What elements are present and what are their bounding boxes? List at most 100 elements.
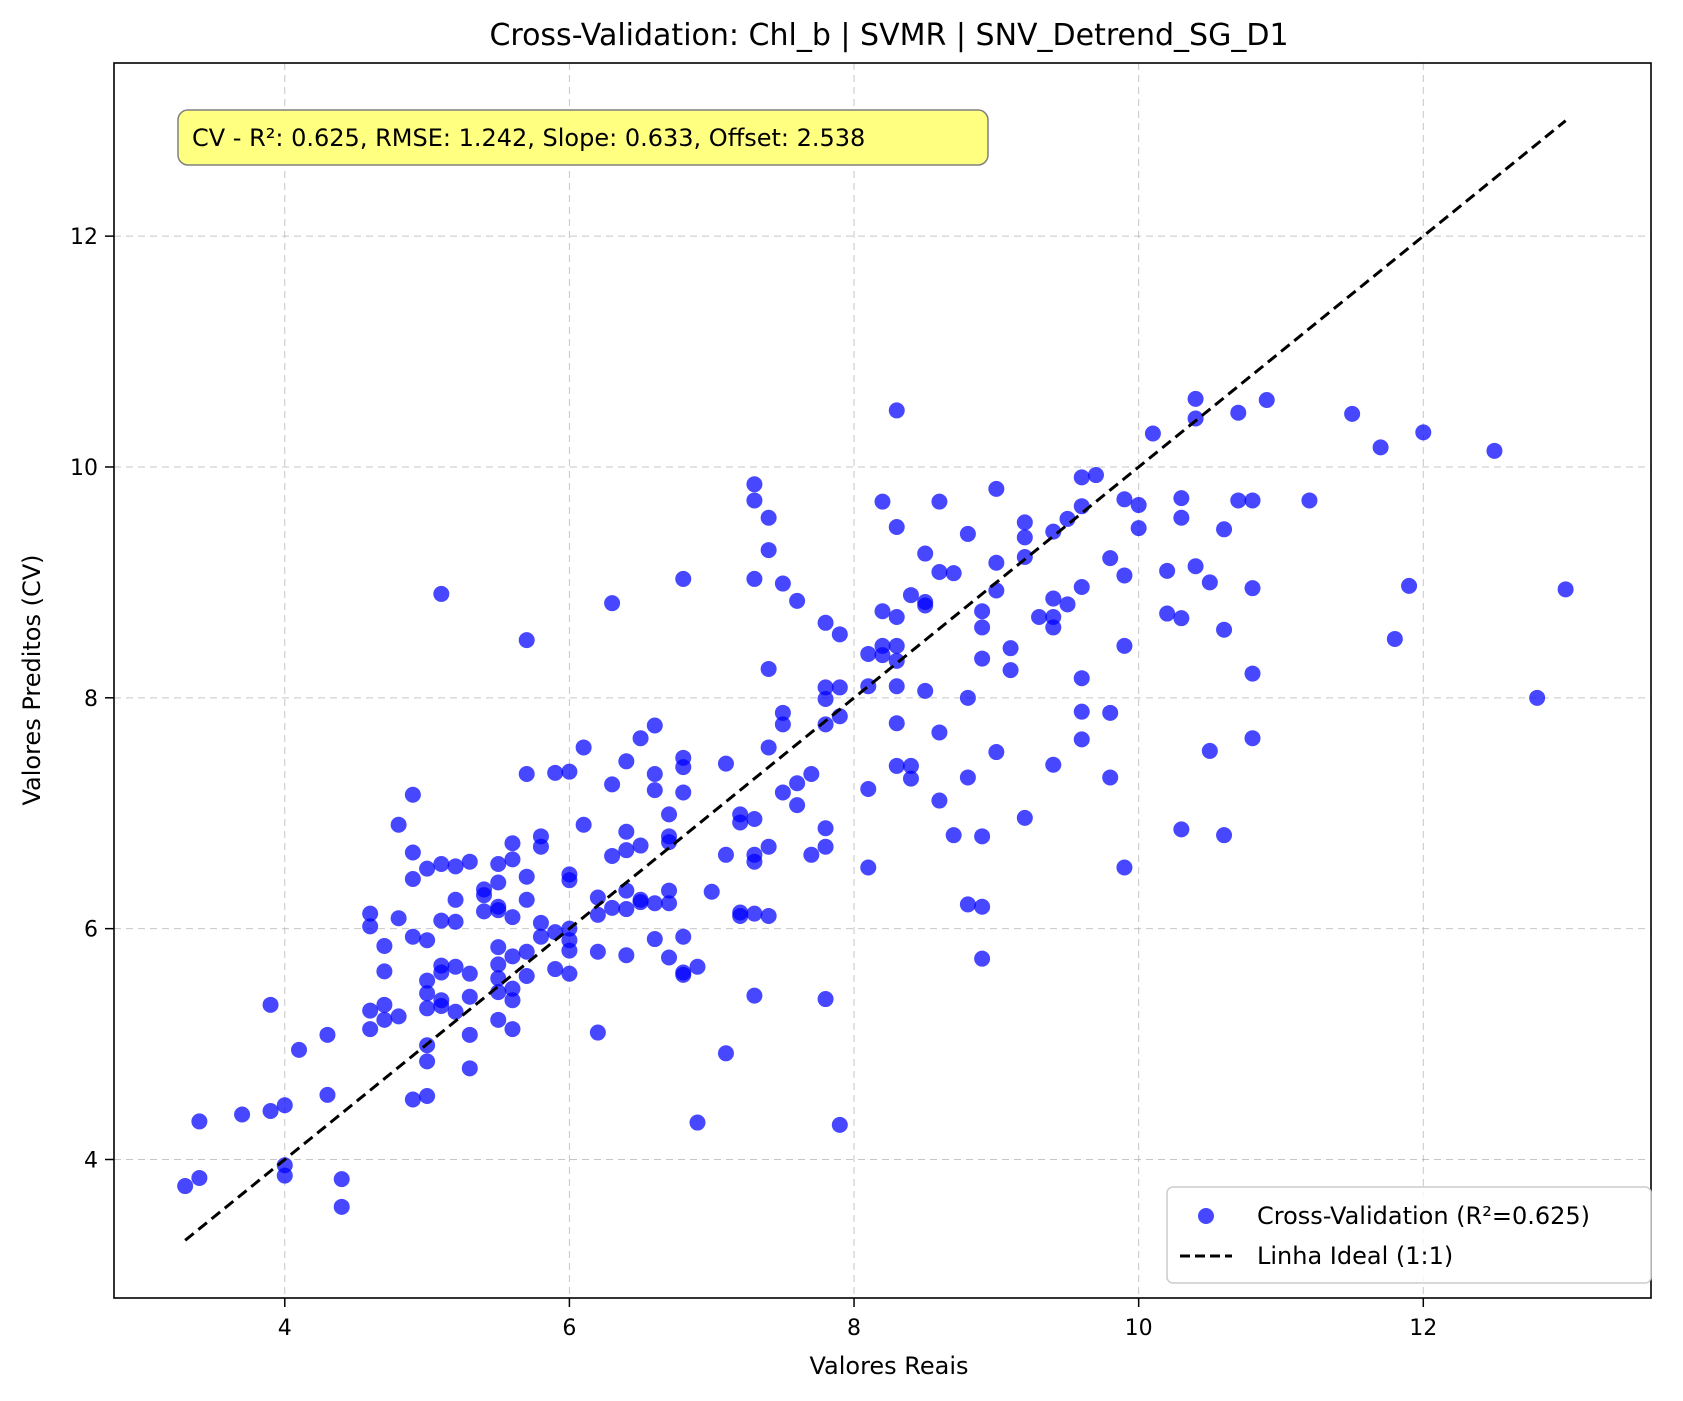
data-point — [888, 715, 905, 732]
x-tick-label: 6 — [562, 1316, 576, 1341]
data-point — [1073, 731, 1090, 748]
data-point — [376, 963, 393, 980]
data-point — [234, 1106, 251, 1123]
data-point — [490, 874, 507, 891]
x-tick-label: 8 — [847, 1316, 861, 1341]
data-point — [1173, 821, 1190, 838]
data-point — [291, 1041, 308, 1058]
data-point — [362, 905, 379, 922]
data-point — [419, 1053, 436, 1070]
data-point — [1016, 514, 1033, 531]
data-point — [490, 1011, 507, 1028]
data-point — [419, 1088, 436, 1105]
data-point — [1230, 492, 1247, 509]
data-point — [774, 575, 791, 592]
data-point — [874, 493, 891, 510]
data-point — [376, 1011, 393, 1028]
data-point — [1401, 577, 1418, 594]
data-point — [817, 991, 834, 1008]
data-point — [518, 868, 535, 885]
data-point — [490, 956, 507, 973]
data-point — [732, 806, 749, 823]
data-point — [177, 1178, 194, 1195]
data-point — [191, 1169, 208, 1186]
y-tick-label: 12 — [70, 225, 98, 250]
data-point — [888, 678, 905, 695]
y-axis-label: Valores Preditos (CV) — [18, 554, 46, 805]
data-points — [177, 390, 1574, 1215]
data-point — [632, 730, 649, 747]
data-point — [1216, 827, 1233, 844]
data-point — [362, 1002, 379, 1019]
data-point — [433, 957, 450, 974]
data-point — [888, 637, 905, 654]
data-point — [632, 837, 649, 854]
data-point — [490, 939, 507, 956]
data-point — [1557, 581, 1574, 598]
data-point — [518, 765, 535, 782]
y-tick-label: 8 — [84, 687, 98, 712]
x-tick-label: 4 — [278, 1316, 292, 1341]
data-point — [959, 525, 976, 542]
data-point — [988, 554, 1005, 571]
data-point — [504, 835, 521, 852]
data-point — [262, 1103, 279, 1120]
data-point — [561, 965, 578, 982]
legend-label-ideal-line: Linha Ideal (1:1) — [1257, 1242, 1453, 1270]
data-point — [902, 587, 919, 604]
data-point — [532, 828, 549, 845]
data-point — [661, 895, 678, 912]
data-point — [789, 797, 806, 814]
data-point — [1301, 492, 1318, 509]
data-point — [917, 545, 934, 562]
data-point — [419, 860, 436, 877]
data-point — [760, 509, 777, 526]
data-point — [1529, 689, 1546, 706]
ideal-line — [184, 119, 1567, 1242]
data-point — [504, 980, 521, 997]
data-point — [532, 928, 549, 945]
data-point — [1372, 439, 1389, 456]
data-point — [476, 903, 493, 920]
data-point — [760, 542, 777, 559]
data-point — [390, 1008, 407, 1025]
data-point — [1244, 580, 1261, 597]
data-point — [561, 866, 578, 883]
data-point — [803, 765, 820, 782]
data-point — [1002, 640, 1019, 657]
data-point — [362, 1021, 379, 1038]
data-point — [746, 905, 763, 922]
plot-area — [114, 63, 1651, 1298]
data-point — [532, 914, 549, 931]
data-point — [931, 724, 948, 741]
data-point — [1230, 404, 1247, 421]
data-point — [490, 856, 507, 873]
data-point — [1087, 467, 1104, 484]
data-point — [504, 851, 521, 868]
legend-label-scatter: Cross-Validation (R²=0.625) — [1257, 1202, 1590, 1230]
data-point — [675, 570, 692, 587]
data-point — [447, 1003, 464, 1020]
data-point — [476, 881, 493, 898]
legend-box — [1166, 1186, 1652, 1284]
data-point — [746, 476, 763, 493]
data-point — [504, 948, 521, 965]
data-point — [817, 716, 834, 733]
data-point — [789, 775, 806, 792]
data-point — [433, 585, 450, 602]
data-point — [1031, 609, 1048, 626]
data-point — [888, 757, 905, 774]
data-point — [390, 816, 407, 833]
stats-text: CV - R²: 0.625, RMSE: 1.242, Slope: 0.63… — [192, 124, 865, 152]
data-point — [974, 950, 991, 967]
data-point — [646, 782, 663, 799]
data-point — [589, 943, 606, 960]
data-point — [461, 853, 478, 870]
data-point — [774, 716, 791, 733]
data-point — [276, 1167, 293, 1184]
x-axis-ticks: 4 6 8 10 12 — [278, 1298, 1437, 1341]
y-tick-label: 6 — [84, 918, 98, 943]
data-point — [1045, 609, 1062, 626]
data-point — [803, 846, 820, 863]
data-point — [504, 909, 521, 926]
